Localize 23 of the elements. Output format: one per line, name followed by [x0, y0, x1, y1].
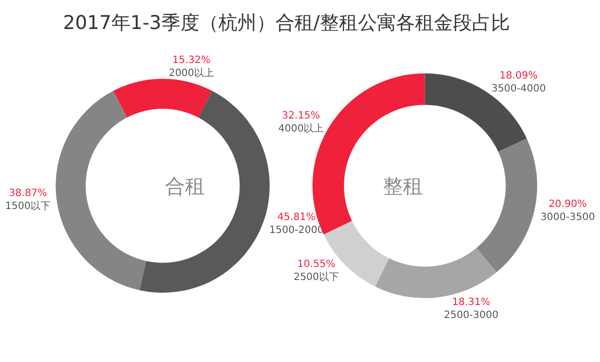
slice-label: 3500-4000 [491, 84, 546, 95]
data-label: 45.81% [277, 212, 316, 223]
data-label: 32.15% [282, 110, 320, 122]
donut-slice [476, 138, 538, 272]
text: 整租 [383, 174, 423, 198]
slice-label: 2000以上 [168, 66, 214, 79]
donut-slice [56, 90, 146, 290]
donut-slice [140, 90, 270, 293]
slice-label: 2500-3000 [444, 310, 498, 322]
text: 合租 [165, 174, 205, 198]
data-label: 20.90% [548, 199, 587, 210]
slice-label: 4000以上 [278, 122, 324, 135]
data-label: 15.32% [172, 54, 210, 66]
data-label: 18.31% [452, 297, 490, 308]
chart-title: 2017年1-3季度（杭州）合租/整租公寓各租金段占比 [63, 12, 510, 34]
slice-label: 3000-3500 [540, 212, 595, 224]
data-label: 10.55% [297, 258, 336, 270]
slice-label: 2500以下 [294, 270, 340, 283]
donut-slice [375, 248, 497, 298]
donut-slice [113, 78, 212, 118]
slice-label: 1500以下 [5, 200, 51, 212]
data-label: 38.87% [8, 188, 47, 200]
data-label: 18.09% [500, 70, 538, 82]
